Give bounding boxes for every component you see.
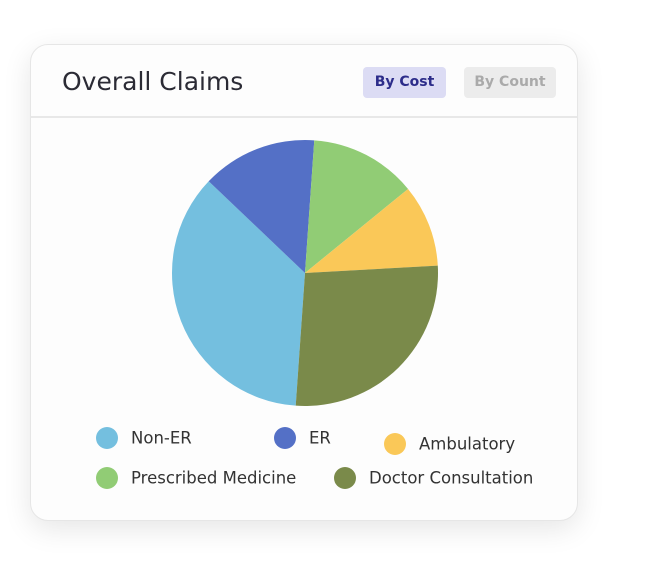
tab-button[interactable]: By Cost [363,67,446,98]
tab-button[interactable]: By Count [464,67,556,98]
legend-label: Prescribed Medicine [131,469,296,488]
legend-label: Non-ER [131,429,192,448]
legend-label: Ambulatory [419,435,515,454]
pie-slice [295,265,438,406]
pie-slice [171,181,305,406]
legend-marker [96,427,118,449]
pie-slice [208,139,315,273]
card-header: Overall Claims By Cost By Count [31,45,577,118]
pie-slice [305,188,438,273]
chart-title: Overall Claims [62,67,244,96]
pie-slice [305,140,409,273]
legend-label: ER [309,429,331,448]
legend-marker [334,467,356,489]
card: Overall Claims By Cost By Count [30,44,578,521]
legend-marker [384,433,406,455]
legend-label: Doctor Consultation [369,469,533,488]
legend-marker [274,427,296,449]
legend-marker [96,467,118,489]
